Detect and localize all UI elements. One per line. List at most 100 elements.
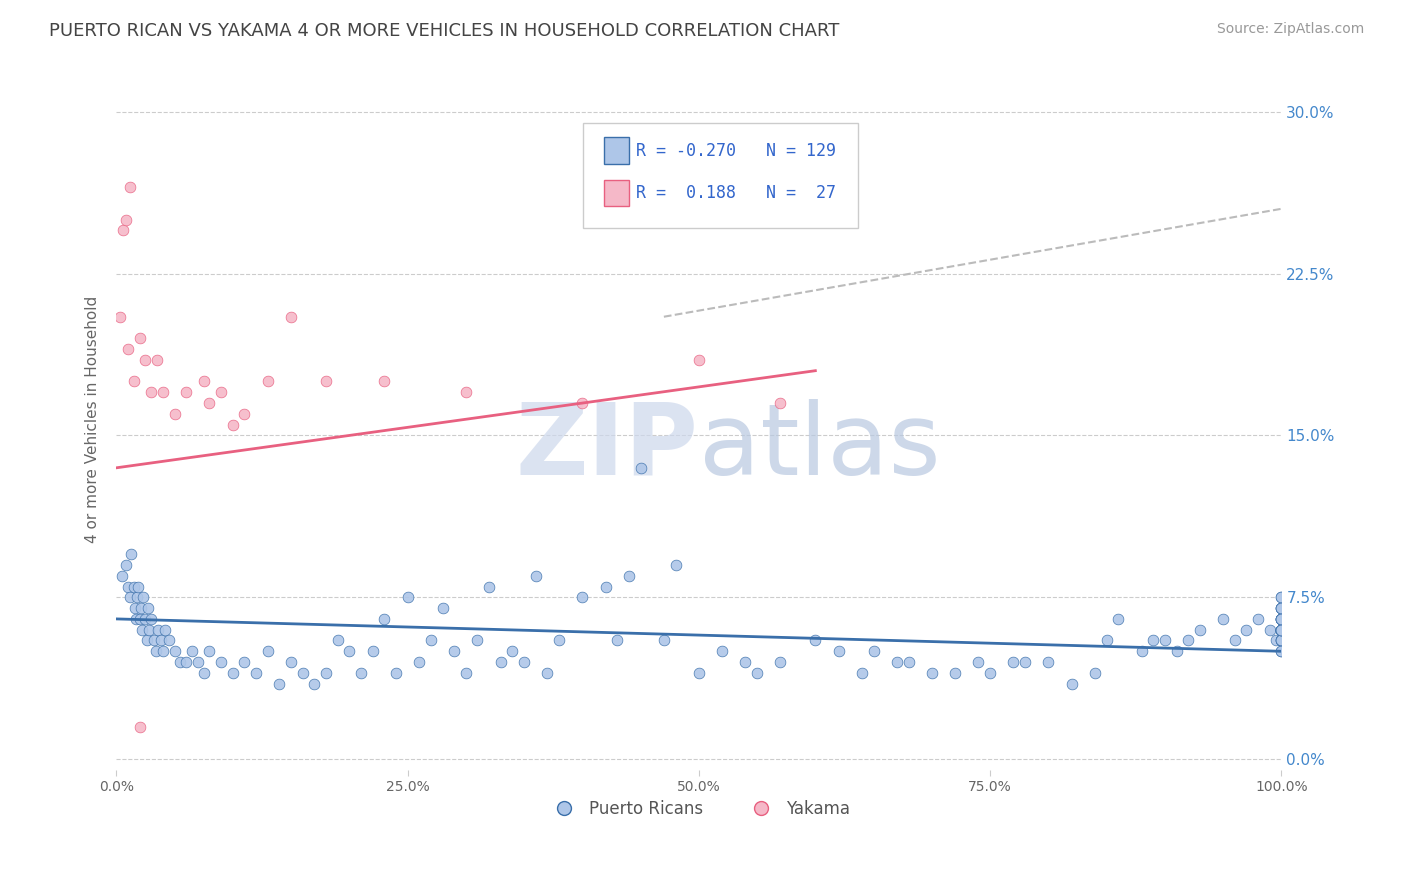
Point bbox=[396, 591, 419, 605]
Point bbox=[943, 665, 966, 680]
Point bbox=[1270, 633, 1292, 648]
Point bbox=[256, 375, 278, 389]
Point bbox=[114, 558, 136, 572]
Point bbox=[373, 375, 395, 389]
Point bbox=[291, 665, 314, 680]
Point bbox=[1247, 612, 1270, 626]
Legend: Puerto Ricans, Yakama: Puerto Ricans, Yakama bbox=[540, 794, 858, 825]
Point bbox=[108, 310, 131, 324]
Point bbox=[125, 612, 148, 626]
Point bbox=[198, 644, 221, 658]
Point bbox=[536, 665, 558, 680]
Point bbox=[688, 665, 710, 680]
Text: PUERTO RICAN VS YAKAMA 4 OR MORE VEHICLES IN HOUSEHOLD CORRELATION CHART: PUERTO RICAN VS YAKAMA 4 OR MORE VEHICLE… bbox=[49, 22, 839, 40]
Point bbox=[432, 601, 454, 615]
Point bbox=[141, 612, 163, 626]
Point bbox=[187, 655, 209, 669]
Point bbox=[304, 676, 326, 690]
Point bbox=[131, 623, 153, 637]
Text: R = -0.270   N = 129: R = -0.270 N = 129 bbox=[637, 142, 837, 160]
Point bbox=[1270, 623, 1292, 637]
Point bbox=[111, 568, 134, 582]
Point bbox=[120, 180, 142, 194]
Point bbox=[1270, 633, 1292, 648]
Point bbox=[1060, 676, 1083, 690]
Point bbox=[1038, 655, 1060, 669]
Point bbox=[1002, 655, 1025, 669]
Y-axis label: 4 or more Vehicles in Household: 4 or more Vehicles in Household bbox=[86, 295, 100, 543]
Point bbox=[419, 633, 441, 648]
Point bbox=[122, 580, 145, 594]
Point bbox=[1270, 623, 1292, 637]
Point bbox=[1270, 612, 1292, 626]
Point bbox=[169, 655, 191, 669]
Point bbox=[1270, 623, 1292, 637]
Point bbox=[734, 655, 756, 669]
Point bbox=[1270, 644, 1292, 658]
Point bbox=[688, 352, 710, 367]
Point bbox=[233, 655, 256, 669]
Point bbox=[1223, 633, 1246, 648]
Point bbox=[1107, 612, 1129, 626]
Point bbox=[233, 407, 256, 421]
Point bbox=[606, 633, 628, 648]
Point bbox=[769, 396, 792, 410]
Point bbox=[193, 375, 215, 389]
Point bbox=[443, 644, 465, 658]
Point bbox=[1270, 612, 1292, 626]
Point bbox=[148, 623, 170, 637]
Point bbox=[152, 644, 174, 658]
Point bbox=[174, 655, 197, 669]
Point bbox=[373, 612, 395, 626]
Point bbox=[862, 644, 884, 658]
Point bbox=[361, 644, 384, 658]
Point bbox=[617, 568, 640, 582]
Point bbox=[146, 352, 169, 367]
Point bbox=[222, 665, 245, 680]
Point bbox=[1130, 644, 1153, 658]
Point bbox=[181, 644, 204, 658]
Point bbox=[571, 396, 593, 410]
Point bbox=[315, 375, 337, 389]
Point bbox=[209, 655, 232, 669]
Point bbox=[280, 655, 302, 669]
Point bbox=[548, 633, 571, 648]
Point bbox=[280, 310, 302, 324]
Point bbox=[1270, 601, 1292, 615]
Point bbox=[209, 385, 232, 400]
Point bbox=[1188, 623, 1211, 637]
Point bbox=[1084, 665, 1107, 680]
Point bbox=[134, 352, 156, 367]
Point bbox=[571, 591, 593, 605]
Point bbox=[595, 580, 617, 594]
Point bbox=[1212, 612, 1234, 626]
Text: ZIP: ZIP bbox=[516, 399, 699, 496]
Point bbox=[222, 417, 245, 432]
Point bbox=[467, 633, 489, 648]
Point bbox=[112, 223, 135, 237]
Point bbox=[163, 407, 186, 421]
Point bbox=[135, 633, 157, 648]
Point bbox=[145, 644, 167, 658]
Point bbox=[128, 331, 150, 345]
Point bbox=[1142, 633, 1164, 648]
Text: Source: ZipAtlas.com: Source: ZipAtlas.com bbox=[1216, 22, 1364, 37]
Point bbox=[501, 644, 523, 658]
Point bbox=[921, 665, 943, 680]
Point bbox=[827, 644, 849, 658]
Point bbox=[174, 385, 197, 400]
Point bbox=[129, 601, 152, 615]
Point bbox=[1270, 633, 1292, 648]
Point bbox=[142, 633, 165, 648]
Point bbox=[489, 655, 512, 669]
Point bbox=[149, 633, 172, 648]
Point bbox=[128, 720, 150, 734]
Point bbox=[315, 665, 337, 680]
Point bbox=[478, 580, 501, 594]
Point bbox=[326, 633, 349, 648]
Point bbox=[120, 547, 142, 561]
Point bbox=[1270, 644, 1292, 658]
Point bbox=[524, 568, 547, 582]
Point bbox=[385, 665, 408, 680]
Point bbox=[711, 644, 734, 658]
